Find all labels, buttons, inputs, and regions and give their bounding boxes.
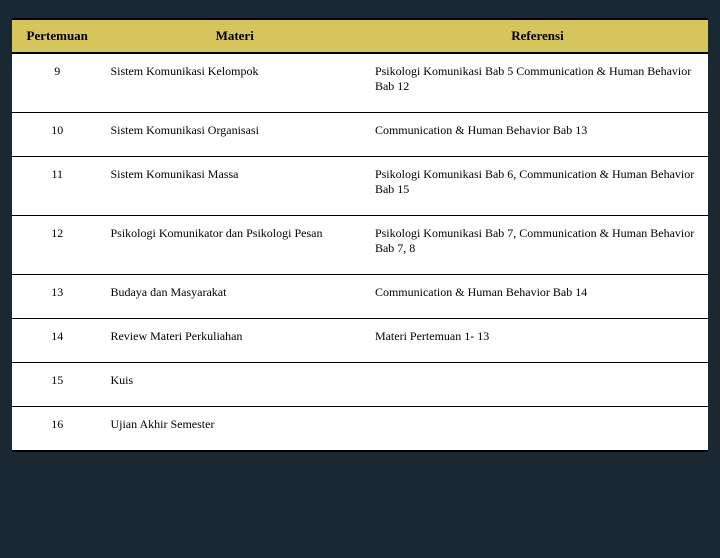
cell-pertemuan: 12 — [12, 216, 102, 275]
cell-referensi: Psikologi Komunikasi Bab 5 Communication… — [367, 53, 708, 113]
cell-pertemuan: 10 — [12, 113, 102, 157]
table-row: 9 Sistem Komunikasi Kelompok Psikologi K… — [12, 53, 708, 113]
cell-pertemuan: 14 — [12, 319, 102, 363]
table-row: 12 Psikologi Komunikator dan Psikologi P… — [12, 216, 708, 275]
table-row: 13 Budaya dan Masyarakat Communication &… — [12, 275, 708, 319]
cell-referensi: Psikologi Komunikasi Bab 6, Communicatio… — [367, 157, 708, 216]
table-row: 15 Kuis — [12, 363, 708, 407]
cell-referensi: Psikologi Komunikasi Bab 7, Communicatio… — [367, 216, 708, 275]
table-row: 10 Sistem Komunikasi Organisasi Communic… — [12, 113, 708, 157]
cell-pertemuan: 15 — [12, 363, 102, 407]
cell-materi: Kuis — [102, 363, 366, 407]
cell-materi: Sistem Komunikasi Organisasi — [102, 113, 366, 157]
table-row: 16 Ujian Akhir Semester — [12, 407, 708, 452]
cell-materi: Sistem Komunikasi Kelompok — [102, 53, 366, 113]
cell-referensi: Communication & Human Behavior Bab 13 — [367, 113, 708, 157]
table-header-row: Pertemuan Materi Referensi — [12, 19, 708, 53]
table-row: 14 Review Materi Perkuliahan Materi Pert… — [12, 319, 708, 363]
cell-referensi — [367, 407, 708, 452]
cell-materi: Review Materi Perkuliahan — [102, 319, 366, 363]
cell-pertemuan: 13 — [12, 275, 102, 319]
cell-pertemuan: 11 — [12, 157, 102, 216]
col-header-referensi: Referensi — [367, 19, 708, 53]
cell-materi: Budaya dan Masyarakat — [102, 275, 366, 319]
cell-referensi: Materi Pertemuan 1- 13 — [367, 319, 708, 363]
cell-referensi — [367, 363, 708, 407]
cell-materi: Ujian Akhir Semester — [102, 407, 366, 452]
cell-materi: Psikologi Komunikator dan Psikologi Pesa… — [102, 216, 366, 275]
schedule-table-container: Pertemuan Materi Referensi 9 Sistem Komu… — [12, 18, 708, 452]
cell-pertemuan: 16 — [12, 407, 102, 452]
table-row: 11 Sistem Komunikasi Massa Psikologi Kom… — [12, 157, 708, 216]
schedule-table: Pertemuan Materi Referensi 9 Sistem Komu… — [12, 18, 708, 452]
col-header-materi: Materi — [102, 19, 366, 53]
cell-materi: Sistem Komunikasi Massa — [102, 157, 366, 216]
col-header-pertemuan: Pertemuan — [12, 19, 102, 53]
cell-pertemuan: 9 — [12, 53, 102, 113]
cell-referensi: Communication & Human Behavior Bab 14 — [367, 275, 708, 319]
